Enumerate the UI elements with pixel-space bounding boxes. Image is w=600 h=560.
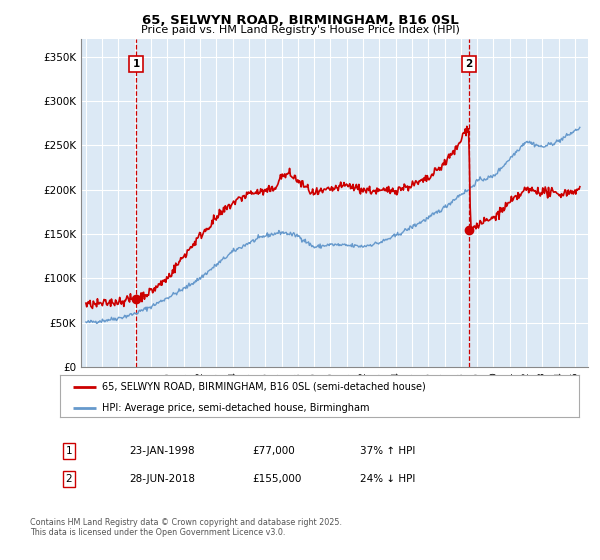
Text: 23-JAN-1998: 23-JAN-1998	[129, 446, 194, 456]
Text: 65, SELWYN ROAD, BIRMINGHAM, B16 0SL: 65, SELWYN ROAD, BIRMINGHAM, B16 0SL	[142, 14, 458, 27]
Text: 2: 2	[65, 474, 73, 484]
Text: 37% ↑ HPI: 37% ↑ HPI	[360, 446, 415, 456]
Text: 24% ↓ HPI: 24% ↓ HPI	[360, 474, 415, 484]
Text: Contains HM Land Registry data © Crown copyright and database right 2025.
This d: Contains HM Land Registry data © Crown c…	[30, 518, 342, 538]
Text: £77,000: £77,000	[252, 446, 295, 456]
Text: Price paid vs. HM Land Registry's House Price Index (HPI): Price paid vs. HM Land Registry's House …	[140, 25, 460, 35]
Text: 2: 2	[465, 59, 472, 69]
Text: HPI: Average price, semi-detached house, Birmingham: HPI: Average price, semi-detached house,…	[101, 403, 369, 413]
Text: 1: 1	[65, 446, 73, 456]
Text: 1: 1	[133, 59, 140, 69]
Text: 28-JUN-2018: 28-JUN-2018	[129, 474, 195, 484]
Text: 65, SELWYN ROAD, BIRMINGHAM, B16 0SL (semi-detached house): 65, SELWYN ROAD, BIRMINGHAM, B16 0SL (se…	[101, 382, 425, 392]
Text: £155,000: £155,000	[252, 474, 301, 484]
